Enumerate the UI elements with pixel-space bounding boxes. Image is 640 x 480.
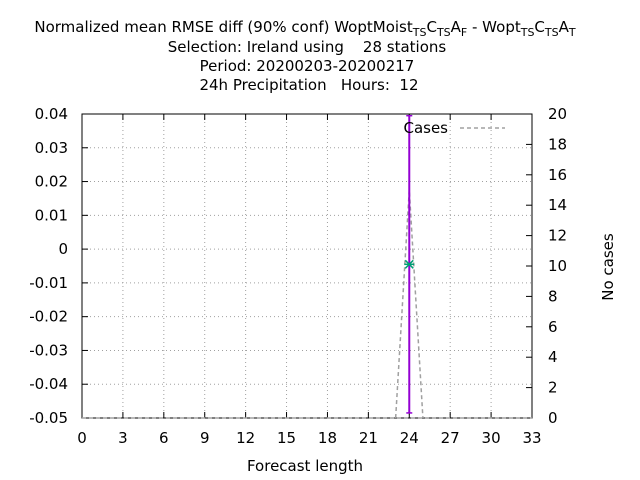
y-tick-label: 0: [58, 240, 68, 258]
title-line-1: Normalized mean RMSE diff (90% conf) Wop…: [34, 18, 576, 39]
y-tick-label: -0.05: [29, 409, 68, 427]
cases-line: [394, 189, 424, 419]
title-line-3: Period: 20200203-20200217: [200, 57, 415, 75]
y2-tick-label: 10: [548, 257, 567, 275]
x-tick-label: 0: [77, 429, 87, 447]
legend-label-cases: Cases: [403, 119, 448, 137]
y2-tick-label: 16: [548, 166, 567, 184]
title-line-2: Selection: Ireland using 28 stations: [168, 38, 447, 56]
y2-tick-label: 6: [548, 318, 558, 336]
x-tick-label: 3: [118, 429, 128, 447]
x-tick-label: 27: [441, 429, 460, 447]
x-tick-label: 6: [159, 429, 169, 447]
y-tick-label: -0.04: [29, 375, 68, 393]
chart-title: Normalized mean RMSE diff (90% conf) Wop…: [34, 18, 576, 94]
y2-tick-label: 2: [548, 379, 558, 397]
y2-tick-label: 0: [548, 409, 558, 427]
y-axis-right: 0 2 4 6 8 10 12 14 16 18 20: [526, 105, 567, 427]
x-tick-label: 9: [200, 429, 210, 447]
y-tick-label: -0.02: [29, 308, 68, 326]
y2-tick-label: 14: [548, 196, 567, 214]
y-tick-label: 0.04: [35, 105, 68, 123]
title-line-4: 24h Precipitation Hours: 12: [199, 76, 418, 94]
x-tick-label: 12: [236, 429, 255, 447]
y2-tick-label: 20: [548, 105, 567, 123]
x-axis-label: Forecast length: [247, 457, 363, 475]
series-layer: [82, 114, 532, 419]
y-tick-label: -0.03: [29, 341, 68, 359]
x-tick-label: 33: [522, 429, 541, 447]
y-axis-left: -0.05 -0.04 -0.03 -0.02 -0.01 0 0.01 0.02 0.03 0.…: [29, 105, 88, 427]
y2-axis-label: No cases: [599, 233, 617, 301]
x-axis: 0 3 6 9 12 15 18 21 24 27 30 33: [77, 114, 542, 447]
x-tick-label: 24: [400, 429, 419, 447]
y-tick-label: 0.02: [35, 173, 68, 191]
data-point: [404, 259, 415, 269]
y-tick-label: 0.01: [35, 206, 68, 224]
y2-tick-label: 4: [548, 348, 558, 366]
y2-tick-label: 8: [548, 287, 558, 305]
legend: Cases: [403, 119, 505, 137]
grid: [82, 114, 532, 418]
x-tick-label: 21: [359, 429, 378, 447]
plot-area: [81, 113, 533, 419]
y2-tick-label: 18: [548, 135, 567, 153]
x-tick-label: 18: [318, 429, 337, 447]
x-tick-label: 30: [482, 429, 501, 447]
y-tick-label: -0.01: [29, 274, 68, 292]
x-tick-label: 15: [277, 429, 296, 447]
y-tick-label: 0.03: [35, 139, 68, 157]
y2-tick-label: 12: [548, 227, 567, 245]
